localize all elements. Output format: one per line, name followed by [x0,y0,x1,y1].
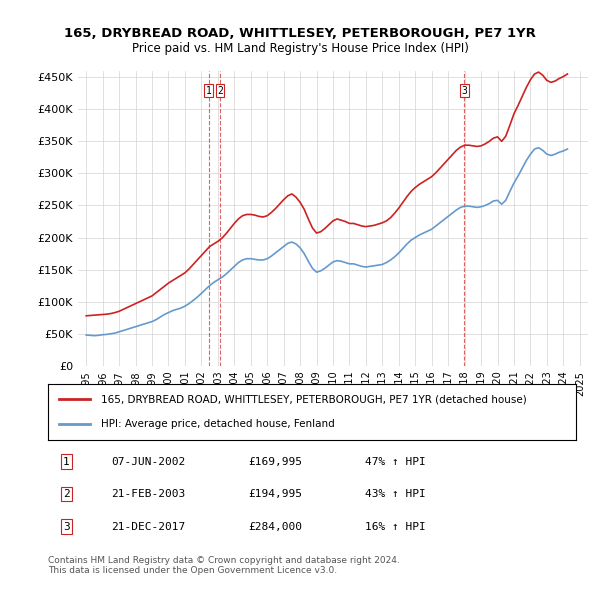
Text: 43% ↑ HPI: 43% ↑ HPI [365,489,425,499]
Text: 165, DRYBREAD ROAD, WHITTLESEY, PETERBOROUGH, PE7 1YR (detached house): 165, DRYBREAD ROAD, WHITTLESEY, PETERBOR… [101,394,527,404]
Text: 21-FEB-2003: 21-FEB-2003 [112,489,185,499]
Text: Contains HM Land Registry data © Crown copyright and database right 2024.
This d: Contains HM Land Registry data © Crown c… [48,556,400,575]
Text: 16% ↑ HPI: 16% ↑ HPI [365,522,425,532]
Text: 1: 1 [63,457,70,467]
Text: £284,000: £284,000 [248,522,302,532]
Text: £194,995: £194,995 [248,489,302,499]
Text: £169,995: £169,995 [248,457,302,467]
Text: 21-DEC-2017: 21-DEC-2017 [112,522,185,532]
Text: HPI: Average price, detached house, Fenland: HPI: Average price, detached house, Fenl… [101,419,335,429]
Text: 2: 2 [217,86,223,96]
Text: 3: 3 [461,86,467,96]
Text: 1: 1 [206,86,212,96]
Text: 07-JUN-2002: 07-JUN-2002 [112,457,185,467]
Text: 165, DRYBREAD ROAD, WHITTLESEY, PETERBOROUGH, PE7 1YR: 165, DRYBREAD ROAD, WHITTLESEY, PETERBOR… [64,27,536,40]
Text: Price paid vs. HM Land Registry's House Price Index (HPI): Price paid vs. HM Land Registry's House … [131,42,469,55]
Text: 47% ↑ HPI: 47% ↑ HPI [365,457,425,467]
Text: 3: 3 [63,522,70,532]
Text: 2: 2 [63,489,70,499]
